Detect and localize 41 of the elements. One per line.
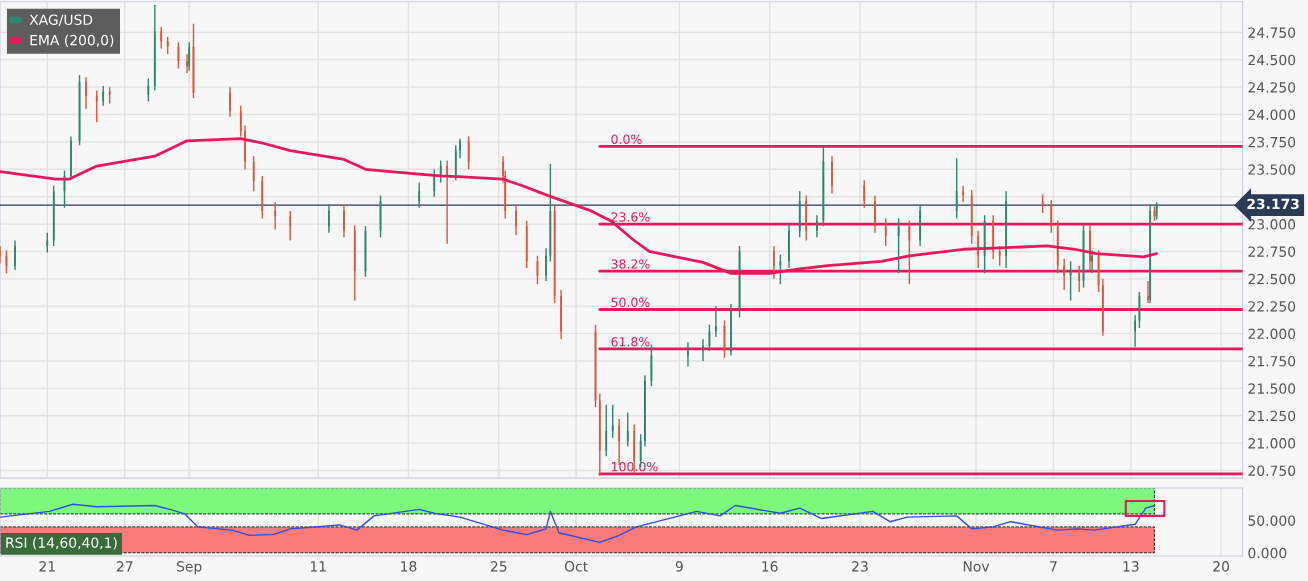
x-tick-label: 11 — [310, 561, 326, 572]
x-tick-label: Nov — [963, 561, 990, 572]
annotation: 61.8% — [611, 337, 650, 347]
y-tick-label: 23.000 — [1248, 219, 1296, 230]
y-tick-label: 24.000 — [1248, 109, 1296, 121]
y-tick-label: 23.750 — [1248, 136, 1296, 148]
y-tick-label: 24.500 — [1248, 54, 1296, 66]
text: RSI (14,60,40,1) — [6, 537, 117, 550]
x-tick-label: 7 — [1050, 561, 1057, 572]
y-tick-label: 24.250 — [1248, 82, 1296, 93]
x-tick-label: 23 — [852, 561, 868, 572]
y-tick-label: 21.500 — [1248, 383, 1296, 394]
annotation: 38.2% — [611, 259, 650, 269]
y-tick-label: 23.500 — [1248, 164, 1296, 175]
y-tick-label: 22.500 — [1248, 273, 1296, 285]
annotation: 23.6% — [611, 212, 650, 222]
y-tick-label: 50.000 — [1248, 515, 1296, 526]
annotation: 50.0% — [611, 297, 650, 308]
x-tick-label: 16 — [762, 561, 778, 572]
y-tick-label: 22.000 — [1248, 328, 1296, 340]
ref-line-label: 23.173 — [1247, 198, 1299, 210]
annotation: 0.0% — [611, 134, 642, 144]
y-tick-label: 24.750 — [1248, 27, 1296, 38]
x-tick-label: 13 — [1123, 561, 1139, 572]
x-tick-label: 25 — [490, 561, 507, 572]
legend-label: EMA (200,0) — [30, 34, 114, 48]
y-tick-label: 22.750 — [1248, 246, 1296, 257]
y-tick-label: 20.750 — [1248, 465, 1296, 476]
x-tick-label: 21 — [39, 561, 55, 572]
y-tick-label: 21.750 — [1248, 355, 1296, 367]
x-tick-label: 18 — [401, 561, 417, 572]
y-tick-label: 0.000 — [1248, 547, 1287, 559]
x-tick-label: Oct — [564, 561, 588, 572]
y-tick-label: 21.250 — [1248, 410, 1296, 422]
y-tick-label: 21.000 — [1248, 438, 1296, 449]
y-tick-label: 22.250 — [1248, 301, 1296, 312]
x-tick-label: Sep — [177, 561, 202, 575]
x-tick-label: 9 — [675, 561, 683, 572]
x-tick-label: 27 — [116, 561, 133, 572]
x-tick-label: 20 — [1213, 561, 1230, 572]
legend-label: XAG/USD — [29, 14, 93, 27]
